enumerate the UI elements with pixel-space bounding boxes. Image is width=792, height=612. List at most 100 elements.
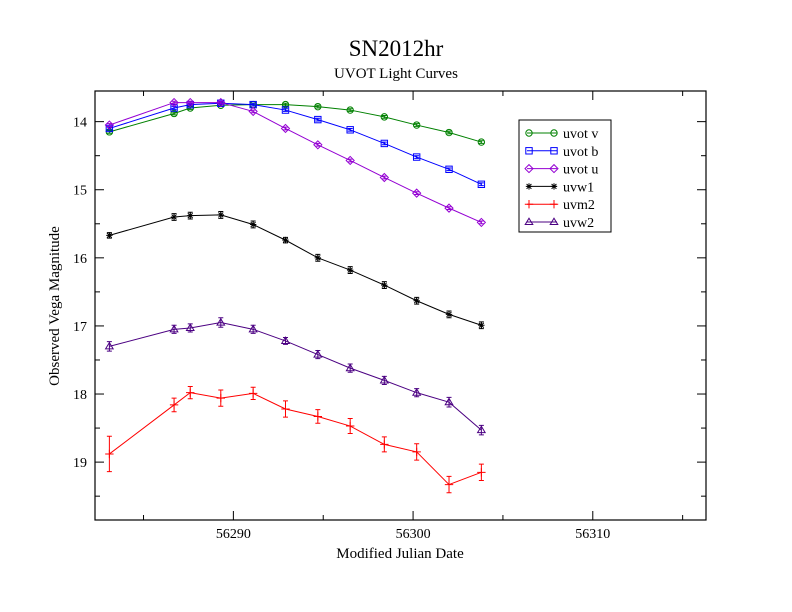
series-uvot-u bbox=[104, 97, 487, 228]
data-point-uvot-v bbox=[412, 121, 421, 129]
data-point-uvot-v bbox=[346, 106, 354, 114]
legend-label-uvw2: uvw2 bbox=[563, 216, 594, 231]
error-bar bbox=[381, 175, 387, 180]
error-bar bbox=[478, 140, 484, 144]
data-point-uvot-u bbox=[313, 140, 323, 150]
data-point-uvot-b bbox=[380, 139, 389, 148]
error-bar bbox=[171, 111, 177, 116]
error-bar bbox=[171, 100, 177, 105]
legend-item-uvot-b: uvot b bbox=[525, 145, 598, 160]
data-point-uvot-v bbox=[170, 109, 178, 118]
data-point-uvw2 bbox=[345, 363, 355, 372]
error-bar bbox=[282, 126, 288, 131]
data-point-uvw1 bbox=[170, 213, 178, 221]
y-axis-label: Observed Vega Magnitude bbox=[47, 226, 63, 386]
legend-box bbox=[518, 119, 612, 233]
data-point-uvw1 bbox=[282, 236, 289, 244]
data-point-uvm2 bbox=[380, 440, 389, 449]
data-point-uvm2 bbox=[477, 468, 486, 477]
data-point-uvw1 bbox=[314, 254, 322, 262]
error-bar bbox=[414, 123, 420, 127]
data-point-uvw2 bbox=[185, 323, 195, 332]
data-point-uvw1 bbox=[478, 322, 485, 329]
data-point-uvm2 bbox=[313, 412, 323, 421]
error-bar bbox=[315, 142, 321, 147]
y-tick-label: 16 bbox=[73, 252, 87, 267]
error-bar bbox=[446, 167, 452, 172]
legend-marker-uvw1 bbox=[525, 183, 533, 190]
legend-label-uvw1: uvw1 bbox=[563, 180, 594, 195]
series-uvot-b bbox=[105, 99, 486, 188]
legend-marker-uvot-v bbox=[550, 129, 558, 137]
data-point-uvot-u bbox=[476, 217, 487, 228]
legend-label-uvot-v: uvot v bbox=[563, 127, 598, 142]
legend-marker-uvm2 bbox=[524, 200, 534, 209]
data-point-uvot-u bbox=[185, 97, 195, 108]
legend-marker-uvm2 bbox=[549, 200, 559, 209]
y-tick-label: 14 bbox=[73, 116, 87, 131]
series-line-uvw2 bbox=[109, 322, 482, 431]
y-tick-label: 15 bbox=[73, 184, 87, 199]
plot-frame bbox=[94, 90, 707, 521]
data-point-uvot-u bbox=[169, 97, 179, 108]
data-point-uvw2 bbox=[248, 324, 258, 333]
error-bar bbox=[218, 100, 224, 105]
error-bar bbox=[315, 117, 321, 122]
data-point-uvot-b bbox=[281, 106, 290, 114]
data-point-uvw1 bbox=[249, 221, 257, 228]
data-point-uvw1 bbox=[217, 211, 224, 219]
legend-marker-uvw1 bbox=[550, 183, 558, 190]
legend-marker-uvot-v bbox=[525, 129, 533, 137]
error-bar bbox=[347, 127, 353, 132]
series-layer bbox=[104, 97, 487, 494]
chart-title: SN2012hr bbox=[349, 36, 444, 61]
data-point-uvot-v bbox=[445, 128, 453, 137]
data-point-uvm2 bbox=[281, 404, 290, 414]
data-point-uvm2 bbox=[444, 480, 454, 489]
data-point-uvw2 bbox=[411, 387, 422, 396]
data-point-uvot-b bbox=[170, 104, 178, 112]
data-point-uvot-u bbox=[345, 155, 355, 166]
legend-label-uvot-b: uvot b bbox=[563, 145, 598, 160]
data-point-uvm2 bbox=[345, 421, 355, 431]
y-tick-label: 19 bbox=[73, 456, 87, 471]
chart-subtitle: UVOT Light Curves bbox=[334, 66, 458, 82]
legend-label-uvm2: uvm2 bbox=[563, 198, 595, 213]
legend-marker-uvot-u bbox=[524, 163, 534, 174]
data-point-uvot-v bbox=[281, 100, 290, 109]
data-point-uvw1 bbox=[106, 232, 113, 239]
data-point-uvot-v bbox=[380, 113, 389, 121]
series-uvm2 bbox=[105, 386, 486, 494]
data-point-uvw2 bbox=[280, 336, 291, 344]
legend-item-uvot-u: uvot u bbox=[524, 163, 598, 178]
data-point-uvw1 bbox=[413, 297, 420, 304]
legend-label-uvot-u: uvot u bbox=[563, 163, 598, 178]
error-bar bbox=[282, 102, 288, 107]
data-point-uvot-u bbox=[104, 120, 115, 130]
x-tick-label: 56310 bbox=[575, 527, 610, 542]
error-bar bbox=[446, 206, 452, 210]
x-tick-label: 56290 bbox=[216, 527, 251, 542]
data-point-uvw2 bbox=[313, 349, 323, 358]
data-point-uvot-u bbox=[216, 97, 226, 108]
error-bar bbox=[478, 182, 484, 187]
series-line-uvw1 bbox=[109, 214, 482, 326]
error-bar bbox=[282, 108, 288, 112]
data-point-uvot-b bbox=[412, 153, 421, 161]
y-tick-label: 17 bbox=[73, 320, 87, 335]
legend-item-uvm2: uvm2 bbox=[524, 198, 595, 213]
data-point-uvw1 bbox=[445, 311, 453, 318]
error-bar bbox=[250, 102, 256, 107]
legend-marker-uvot-b bbox=[525, 147, 533, 155]
error-bar bbox=[187, 100, 193, 105]
error-bar bbox=[347, 158, 353, 163]
data-point-uvw2 bbox=[379, 375, 390, 384]
series-line-uvot-v bbox=[109, 104, 482, 143]
error-bar bbox=[106, 123, 112, 127]
series-uvw2 bbox=[104, 317, 487, 436]
legend-item-uvw2: uvw2 bbox=[524, 216, 594, 231]
error-bar bbox=[446, 130, 452, 135]
data-point-uvot-v bbox=[314, 102, 322, 111]
error-bar bbox=[478, 220, 484, 225]
